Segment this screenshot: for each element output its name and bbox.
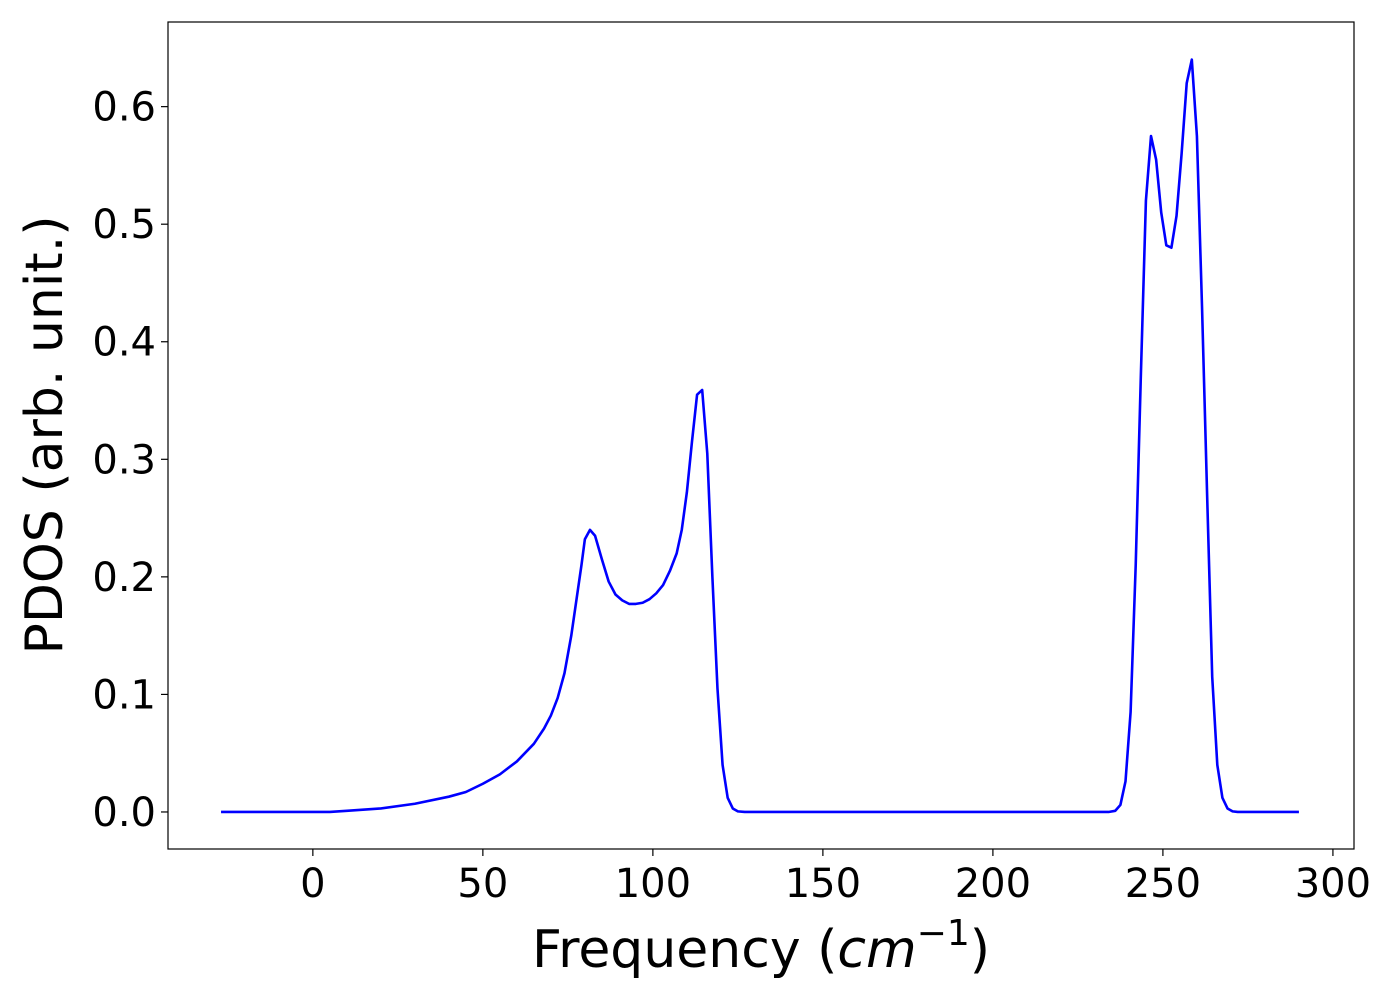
y-axis-label: PDOS (arb. unit.) [15,215,75,654]
y-tick-label: 0.3 [92,437,156,483]
x-tick-label: 300 [1295,861,1371,907]
x-label-close: ) [970,920,990,980]
y-tick-label: 0.1 [92,672,156,718]
y-tick-label: 0.2 [92,555,156,601]
x-tick-label: 200 [955,861,1031,907]
x-label-text: Frequency ( [532,920,837,980]
x-tick-label: 150 [785,861,861,907]
x-tick-label: 50 [457,861,508,907]
x-tick-label: 0 [300,861,325,907]
x-axis-label: Frequency (cm−1) [532,913,990,980]
y-tick-label: 0.0 [92,790,156,836]
x-tick-label: 100 [615,861,691,907]
y-tick-label: 0.4 [92,320,156,366]
y-tick-label: 0.6 [92,85,156,131]
x-label-unit: cm [837,920,916,980]
x-tick-label: 250 [1125,861,1201,907]
data-line [221,58,1299,814]
y-tick-label: 0.5 [92,202,156,248]
plot-frame [167,21,1355,850]
x-label-exponent: −1 [917,913,970,954]
